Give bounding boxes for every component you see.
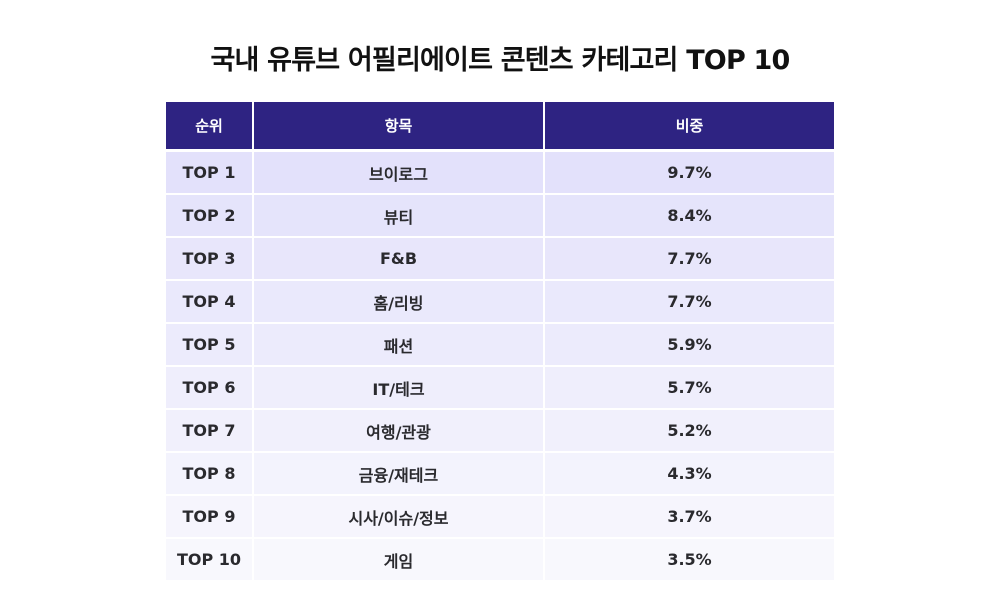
rank-cell: TOP 6 [166, 367, 252, 408]
rank-cell: TOP 9 [166, 496, 252, 537]
table-row: TOP 5 패션 5.9% [166, 324, 834, 365]
share-cell: 3.7% [543, 496, 834, 537]
table-row: TOP 4 홈/리빙 7.7% [166, 281, 834, 322]
table-row: TOP 7 여행/관광 5.2% [166, 410, 834, 451]
item-cell: 홈/리빙 [252, 281, 543, 322]
share-cell: 5.9% [543, 324, 834, 365]
share-cell: 7.7% [543, 281, 834, 322]
table-row: TOP 8 금융/재테크 4.3% [166, 453, 834, 494]
rank-cell: TOP 8 [166, 453, 252, 494]
table-row: TOP 9 시사/이슈/정보 3.7% [166, 496, 834, 537]
table-body: TOP 1 브이로그 9.7% TOP 2 뷰티 8.4% TOP 3 F&B 7.7% TOP … [166, 152, 834, 580]
rank-cell: TOP 4 [166, 281, 252, 322]
share-cell: 8.4% [543, 195, 834, 236]
item-cell: 시사/이슈/정보 [252, 496, 543, 537]
table-row: TOP 3 F&B 7.7% [166, 238, 834, 279]
table-row: TOP 10 게임 3.5% [166, 539, 834, 580]
item-cell: 뷰티 [252, 195, 543, 236]
share-cell: 4.3% [543, 453, 834, 494]
item-cell: 패션 [252, 324, 543, 365]
share-cell: 3.5% [543, 539, 834, 580]
rank-cell: TOP 2 [166, 195, 252, 236]
rank-cell: TOP 1 [166, 152, 252, 193]
rank-cell: TOP 5 [166, 324, 252, 365]
share-cell: 5.2% [543, 410, 834, 451]
table-header: 순위 항목 비중 [166, 102, 834, 149]
table-row: TOP 6 IT/테크 5.7% [166, 367, 834, 408]
table-row: TOP 1 브이로그 9.7% [166, 152, 834, 193]
item-cell: 금융/재테크 [252, 453, 543, 494]
share-cell: 7.7% [543, 238, 834, 279]
ranking-table: 순위 항목 비중 TOP 1 브이로그 9.7% TOP 2 뷰티 8.4% TOP 3 F&… [166, 102, 834, 580]
rank-cell: TOP 10 [166, 539, 252, 580]
item-cell: 브이로그 [252, 152, 543, 193]
share-cell: 5.7% [543, 367, 834, 408]
item-cell: IT/테크 [252, 367, 543, 408]
table-row: TOP 2 뷰티 8.4% [166, 195, 834, 236]
header-share: 비중 [543, 102, 834, 149]
item-cell: 여행/관광 [252, 410, 543, 451]
header-rank: 순위 [195, 117, 223, 135]
rank-cell: TOP 7 [166, 410, 252, 451]
item-cell: F&B [252, 238, 543, 279]
share-cell: 9.7% [543, 152, 834, 193]
rank-cell: TOP 3 [166, 238, 252, 279]
header-item: 항목 [252, 102, 543, 149]
item-cell: 게임 [252, 539, 543, 580]
chart-title: 국내 유튜브 어필리에이트 콘텐츠 카테고리 TOP 10 [210, 45, 790, 76]
